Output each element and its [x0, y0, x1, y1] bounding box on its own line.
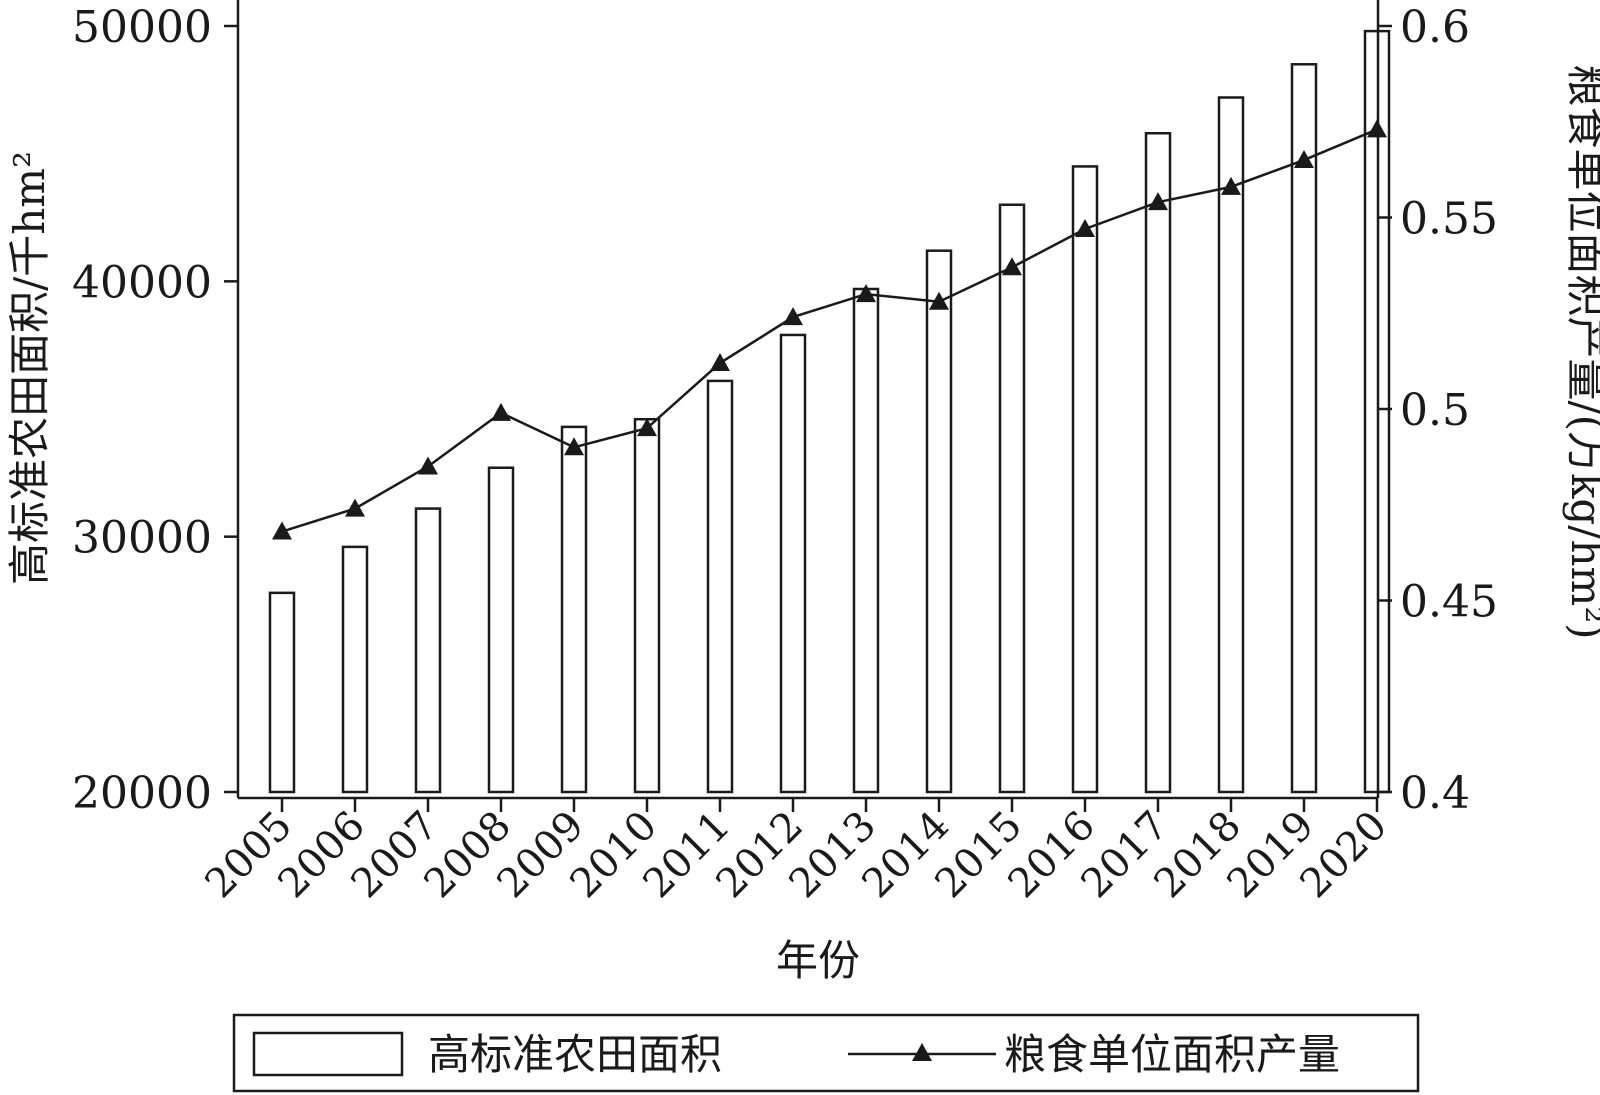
bar-2019	[1290, 63, 1318, 794]
x-tick-label-2020: 2020	[1292, 803, 1397, 908]
legend-line-marker	[912, 1043, 932, 1061]
bar-2015	[998, 203, 1026, 794]
bar-2008	[487, 466, 515, 794]
bar-2011	[706, 379, 734, 794]
right-y-tick-label: 0.6	[1400, 2, 1470, 53]
bar-2018	[1217, 96, 1245, 794]
bar-2017	[1144, 131, 1172, 794]
x-axis-title: 年份	[776, 936, 860, 985]
left-y-tick-label: 40000	[72, 257, 212, 308]
bar-2007	[414, 507, 442, 794]
legend-box	[232, 1013, 1420, 1093]
bar-2005	[268, 591, 296, 794]
left-y-tick-label: 50000	[72, 2, 212, 53]
bar-2013	[852, 287, 880, 794]
bar-2012	[779, 333, 807, 794]
left-y-tick-label: 20000	[72, 768, 212, 819]
legend-bar-swatch	[252, 1031, 404, 1077]
bar-2010	[633, 417, 661, 794]
yield-marker-2012	[783, 307, 803, 326]
yield-line	[281, 128, 1378, 533]
yield-marker-2005	[272, 521, 292, 540]
yield-marker-2015	[1002, 257, 1022, 276]
bar-2009	[560, 425, 588, 794]
right-y-tick-label: 0.45	[1400, 577, 1498, 628]
right-y-tick-label: 0.55	[1400, 194, 1498, 245]
yield-marker-2018	[1221, 176, 1241, 195]
yield-marker-2017	[1148, 192, 1168, 211]
bar-2016	[1071, 165, 1099, 794]
right-y-tick-label: 0.5	[1400, 385, 1470, 436]
yield-marker-2013	[856, 284, 876, 303]
bar-2006	[341, 545, 369, 794]
yield-marker-2010	[637, 418, 657, 437]
yield-marker-2019	[1294, 150, 1314, 169]
right-y-tick-label: 0.4	[1400, 768, 1470, 819]
bar-series	[268, 29, 1391, 794]
right-y-axis-title: 粮食单位面积产量/(万kg/hm²)	[1562, 64, 1600, 639]
legend-line-label: 粮食单位面积产量	[1004, 1030, 1340, 1079]
yield-marker-2007	[418, 456, 438, 475]
legend-bar-label: 高标准农田面积	[428, 1030, 722, 1079]
yield-marker-2006	[345, 498, 365, 517]
yield-marker-2008	[491, 402, 511, 421]
left-y-axis-title: 高标准农田面积/千hm²	[5, 151, 54, 585]
legend: 高标准农田面积 粮食单位面积产量	[232, 1013, 1420, 1093]
bar-2014	[925, 249, 953, 794]
yield-marker-2011	[710, 353, 730, 372]
axes	[236, 0, 1380, 800]
left-y-tick-label: 30000	[72, 513, 212, 564]
yield-marker-2009	[564, 437, 584, 456]
yield-marker-2014	[929, 291, 949, 310]
yield-marker-2016	[1075, 218, 1095, 237]
line-series	[272, 119, 1387, 540]
